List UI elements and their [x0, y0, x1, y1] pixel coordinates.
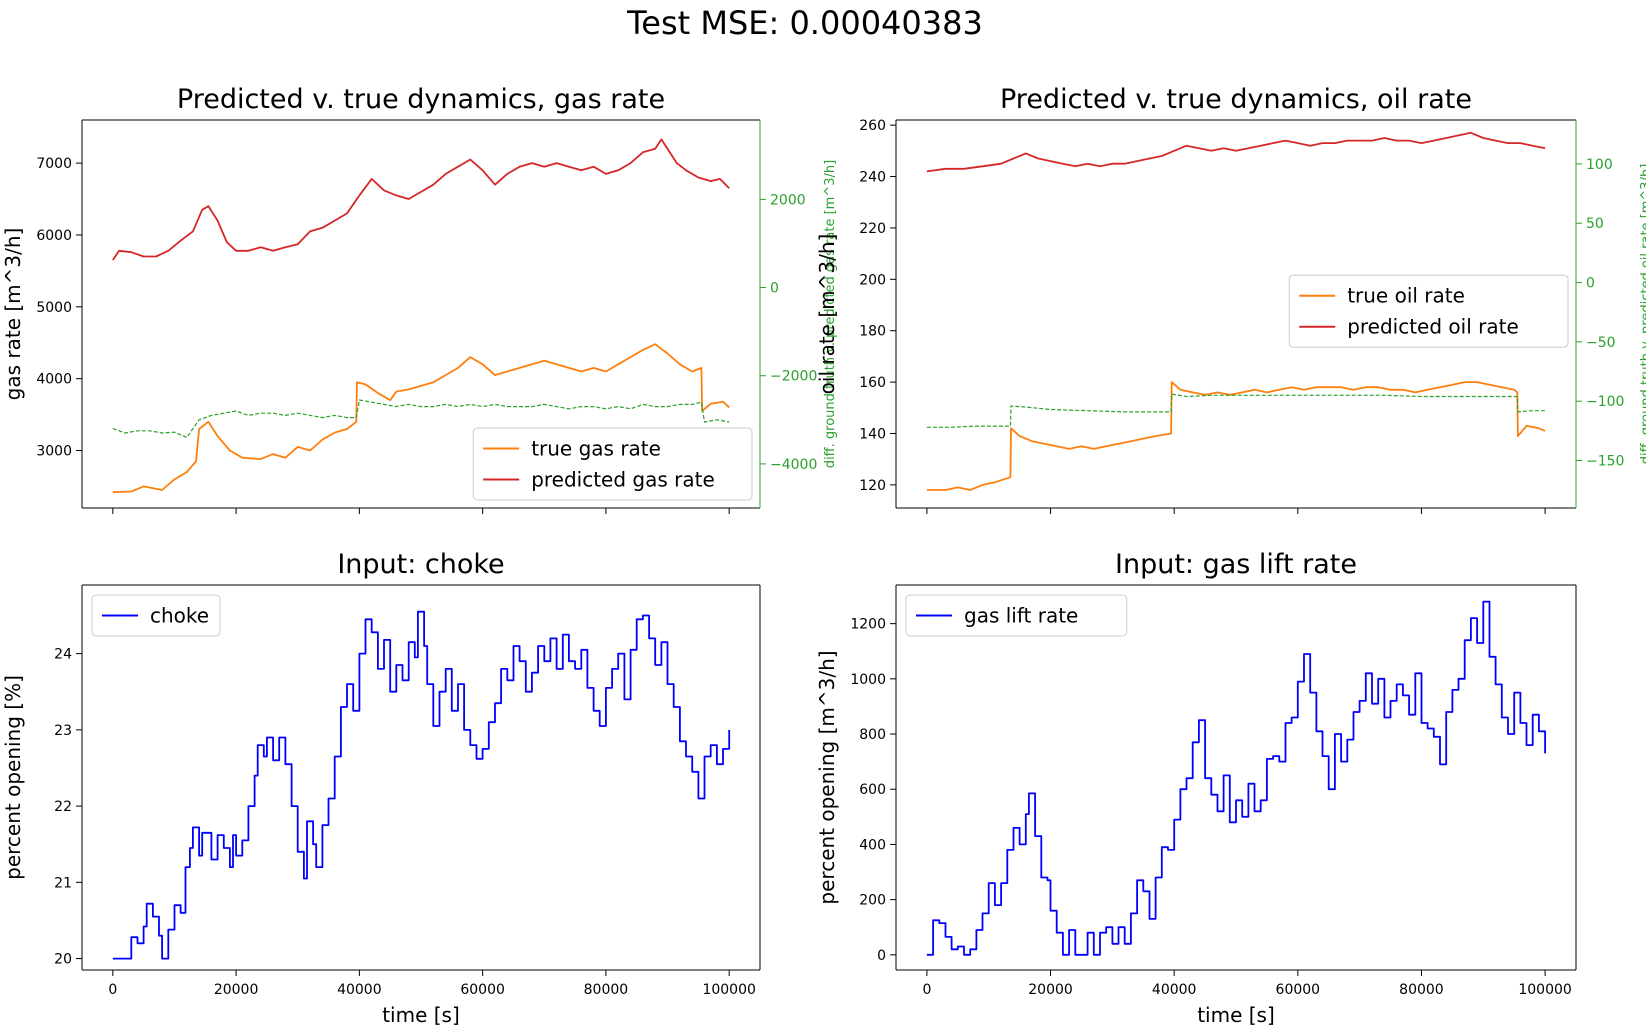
series-line-choke	[112, 610, 731, 960]
x-tick-label: 80000	[584, 982, 629, 998]
chart-title: Input: gas lift rate	[1115, 549, 1357, 580]
legend: gas lift rate	[905, 594, 1128, 637]
chart-title: Predicted v. true dynamics, oil rate	[1000, 84, 1472, 115]
y-tick-label: 600	[859, 782, 886, 798]
y2-tick-label: 0	[1586, 276, 1595, 292]
legend-label: predicted oil rate	[1347, 315, 1519, 339]
legend-label: choke	[150, 604, 209, 628]
y-tick-label: 0	[877, 948, 886, 964]
legend-label: gas lift rate	[964, 604, 1078, 628]
x-tick-label: 40000	[337, 982, 382, 998]
x-tick-label: 20000	[214, 982, 259, 998]
chart-choke: Input: choke 0 20000 40000 60000 80000 100000 2…	[1, 549, 761, 1027]
y2-tick-label: −50	[1586, 335, 1616, 351]
y-tick-label: 260	[859, 118, 886, 134]
series-line-diff	[112, 399, 730, 439]
y2-axis-label: diff. ground truth v. predicted oil rate…	[1639, 164, 1646, 465]
y-tick-label: 400	[859, 837, 886, 853]
y-tick-label: 240	[859, 170, 886, 186]
legend: true oil rate predicted oil rate	[1288, 274, 1569, 348]
series-line-gas-lift-rate	[926, 600, 1546, 956]
legend-label: true oil rate	[1347, 284, 1465, 308]
y2-axis-label: diff. ground truth v. predicted gas rate…	[823, 160, 838, 468]
x-tick-label: 0	[922, 982, 931, 998]
y2-tick-label: 100	[1586, 157, 1613, 173]
y-tick-label: 6000	[36, 228, 72, 244]
y-tick-label: 800	[859, 727, 886, 743]
legend: choke	[91, 594, 221, 637]
y-axis-label: percent opening [%]	[1, 675, 25, 880]
x-tick-label: 100000	[702, 982, 755, 998]
y-tick-label: 1200	[850, 617, 886, 633]
series-line-predicted-oil-rate	[926, 131, 1546, 173]
y2-tick-label: −150	[1586, 454, 1624, 470]
y-tick-label: 1000	[850, 672, 886, 688]
chart-gas: Predicted v. true dynamics, gas rate 3000…	[1, 84, 838, 514]
y-tick-label: 5000	[36, 300, 72, 316]
series-line-diff	[926, 393, 1546, 428]
y-tick-label: 220	[859, 221, 886, 237]
x-tick-label: 60000	[1276, 982, 1321, 998]
y-tick-label: 22	[54, 799, 72, 815]
y-tick-label: 200	[859, 893, 886, 909]
figure-suptitle: Test MSE: 0.00040383	[626, 4, 983, 42]
y-tick-label: 24	[54, 647, 72, 663]
legend-frame	[472, 427, 753, 501]
y-tick-label: 20	[54, 952, 72, 968]
y-tick-label: 4000	[36, 372, 72, 388]
legend-frame	[905, 594, 1128, 637]
x-tick-label: 0	[108, 982, 117, 998]
y2-tick-label: 0	[770, 281, 779, 297]
chart-title: Input: choke	[337, 549, 504, 580]
y-tick-label: 3000	[36, 444, 72, 460]
legend-label: true gas rate	[531, 437, 661, 461]
y-tick-label: 120	[859, 478, 886, 494]
y2-tick-label: 2000	[770, 192, 806, 208]
y-tick-label: 160	[859, 375, 886, 391]
legend: true gas rate predicted gas rate	[472, 427, 753, 501]
y-axis-label: gas rate [m^3/h]	[1, 228, 25, 401]
series-line-true-oil-rate	[926, 381, 1546, 491]
y-tick-label: 7000	[36, 156, 72, 172]
series-line-true-gas-rate	[112, 343, 730, 494]
x-tick-label: 20000	[1028, 982, 1073, 998]
y2-tick-label: −2000	[770, 369, 817, 385]
x-tick-label: 100000	[1518, 982, 1571, 998]
x-tick-label: 60000	[460, 982, 505, 998]
y-axis-label: oil rate [m^3/h]	[815, 234, 839, 395]
y2-tick-label: 50	[1586, 216, 1604, 232]
y-tick-label: 21	[54, 875, 72, 891]
legend-label: predicted gas rate	[531, 468, 715, 492]
x-axis-label: time [s]	[1197, 1003, 1275, 1027]
chart-oil: Predicted v. true dynamics, oil rate 120 1…	[815, 84, 1646, 514]
legend-frame	[91, 594, 221, 637]
x-tick-label: 40000	[1152, 982, 1197, 998]
y-tick-label: 180	[859, 324, 886, 340]
x-tick-label: 80000	[1399, 982, 1444, 998]
y-tick-label: 140	[859, 426, 886, 442]
legend-frame	[1288, 274, 1569, 348]
y2-tick-label: −100	[1586, 394, 1624, 410]
y-tick-label: 23	[54, 723, 72, 739]
y-axis-label: percent opening [m^3/h]	[815, 650, 839, 904]
series-line-predicted-gas-rate	[112, 138, 730, 261]
x-axis-label: time [s]	[382, 1003, 460, 1027]
chart-title: Predicted v. true dynamics, gas rate	[177, 84, 665, 115]
y-tick-label: 200	[859, 272, 886, 288]
y2-tick-label: −4000	[770, 457, 817, 473]
